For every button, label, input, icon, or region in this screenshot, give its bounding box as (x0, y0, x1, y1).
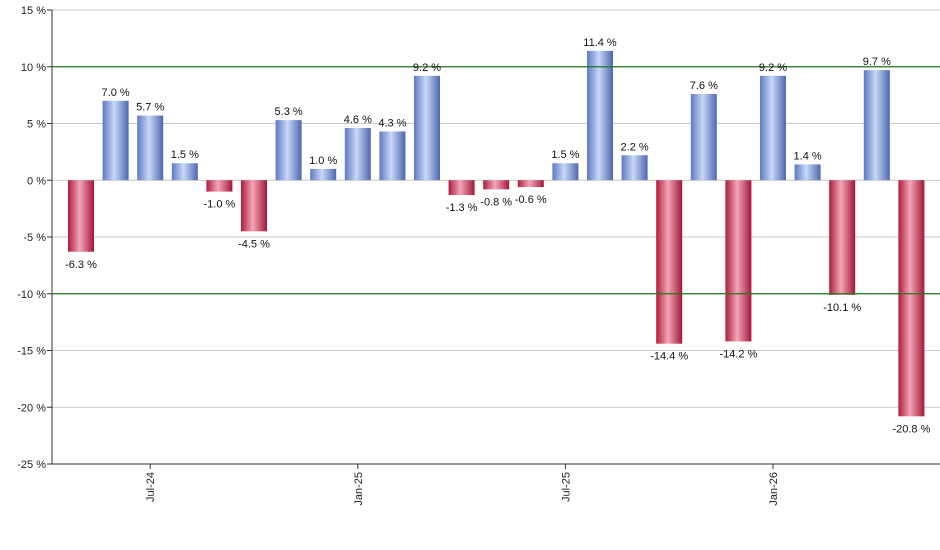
bar-positive (379, 131, 406, 181)
y-tick-label: -5 % (23, 232, 46, 244)
grid-lines (52, 9, 940, 465)
bar-positive (344, 128, 371, 181)
bar-value-label: -4.5 % (238, 238, 270, 250)
bar-value-label: -14.2 % (719, 348, 757, 360)
x-tick-label: Jul-24 (145, 472, 157, 502)
bar-value-labels: -6.3 % 7.0 % 5.7 % 1.5 % -1.0 % -4.5 % 5.3 % 1.… (65, 37, 930, 435)
bar-positive (587, 50, 613, 181)
bar-positive (137, 115, 164, 181)
bar-value-label: 1.5 % (171, 149, 199, 161)
bar-positive (102, 100, 129, 181)
bar-value-label: -0.8 % (480, 196, 512, 208)
bar-value-label: 11.4 % (583, 37, 617, 49)
bar-value-label: 1.0 % (309, 155, 337, 167)
bar-value-label: 1.4 % (794, 150, 822, 162)
bar-positive (275, 120, 302, 181)
bar-positive (621, 155, 648, 181)
bar-negative (68, 180, 94, 252)
bar-positive (552, 163, 579, 181)
y-tick-label: 10 % (21, 62, 46, 74)
bar-negative (829, 180, 856, 295)
bar-value-label: -1.0 % (204, 199, 236, 211)
y-tick-label: 0 % (27, 175, 46, 187)
y-tick-label: -10 % (17, 289, 46, 301)
bar-value-label: -1.3 % (446, 202, 478, 214)
reference-lines (52, 66, 940, 295)
bar-negative (448, 180, 475, 196)
bar-value-label: -14.4 % (650, 351, 688, 363)
bar-positive (690, 93, 717, 181)
bar-value-label: 9.7 % (863, 56, 891, 68)
y-axis-tick-labels: 15 % 10 % 5 % 0 % -5 % -10 % -15 % -20 % -25 % (17, 5, 46, 471)
bar-negative (483, 180, 510, 190)
bar-value-label: 9.2 % (759, 62, 787, 74)
bar-negative (725, 180, 752, 342)
y-tick-label: -15 % (17, 346, 46, 358)
bar-value-label: 4.3 % (378, 117, 406, 129)
x-axis-tick-labels: Jul-24 Jan-25 Jul-25 Jan-26 (145, 472, 780, 506)
y-tick-label: 5 % (27, 119, 46, 131)
bar-value-label: 7.6 % (690, 80, 718, 92)
bar-value-label: 2.2 % (621, 141, 649, 153)
x-tick-label: Jan-26 (768, 472, 780, 506)
bar-value-label: -0.6 % (515, 194, 547, 206)
bar-positive (414, 75, 440, 181)
bar-value-label: -6.3 % (65, 259, 97, 271)
y-tick-label: -25 % (17, 459, 46, 471)
bars (68, 50, 925, 417)
y-tick-label: 15 % (21, 5, 46, 17)
bar-positive (171, 163, 198, 181)
x-tick-label: Jul-25 (560, 472, 572, 502)
bar-positive (794, 164, 821, 181)
bar-value-label: 9.2 % (413, 62, 441, 74)
bar-value-label: 7.0 % (102, 87, 130, 99)
bar-value-label: 1.5 % (551, 149, 579, 161)
bar-negative (206, 180, 233, 192)
bar-value-label: 4.6 % (344, 114, 372, 126)
bar-value-label: -20.8 % (892, 423, 930, 435)
bar-value-label: 5.7 % (136, 102, 164, 114)
x-tick-label: Jan-25 (353, 472, 365, 506)
bar-value-label: -10.1 % (823, 302, 861, 314)
bar-positive (760, 75, 786, 181)
bar-positive (310, 168, 337, 181)
bar-negative (656, 180, 683, 344)
bar-negative (517, 180, 544, 188)
bar-positive (863, 70, 890, 181)
axes (47, 9, 940, 469)
bar-negative (898, 180, 925, 417)
bar-negative (241, 180, 267, 232)
bar-value-label: 5.3 % (275, 106, 303, 118)
y-tick-label: -20 % (17, 402, 46, 414)
